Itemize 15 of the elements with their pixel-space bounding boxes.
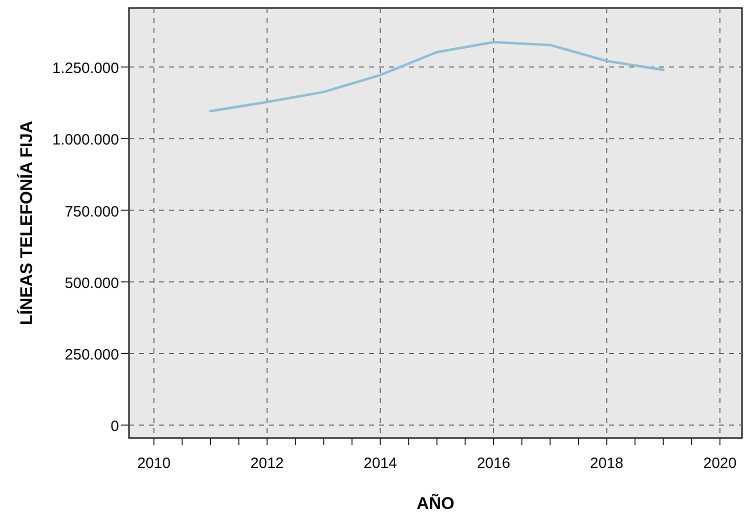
x-tick-label: 2010 [137, 455, 171, 472]
x-tick-label: 2012 [250, 455, 284, 472]
y-tick-label: 1.250.000 [52, 60, 119, 78]
y-tick-label: 1.000.000 [52, 132, 119, 149]
x-tick-label: 2018 [590, 455, 624, 472]
x-axis-title: AÑO [416, 493, 454, 513]
x-tick-label: 2014 [364, 455, 397, 472]
x-tick-label: 2016 [476, 455, 510, 472]
y-tick-label: 0 [110, 418, 119, 436]
y-tick-label: 500.000 [64, 274, 119, 292]
x-tick-label: 2020 [703, 455, 737, 472]
y-tick-label: 750.000 [64, 203, 119, 220]
line-series [209, 40, 665, 112]
y-axis-title: LÍNEAS TELEFONÍA FIJA [16, 120, 36, 326]
y-tick-label: 250.000 [64, 346, 119, 364]
